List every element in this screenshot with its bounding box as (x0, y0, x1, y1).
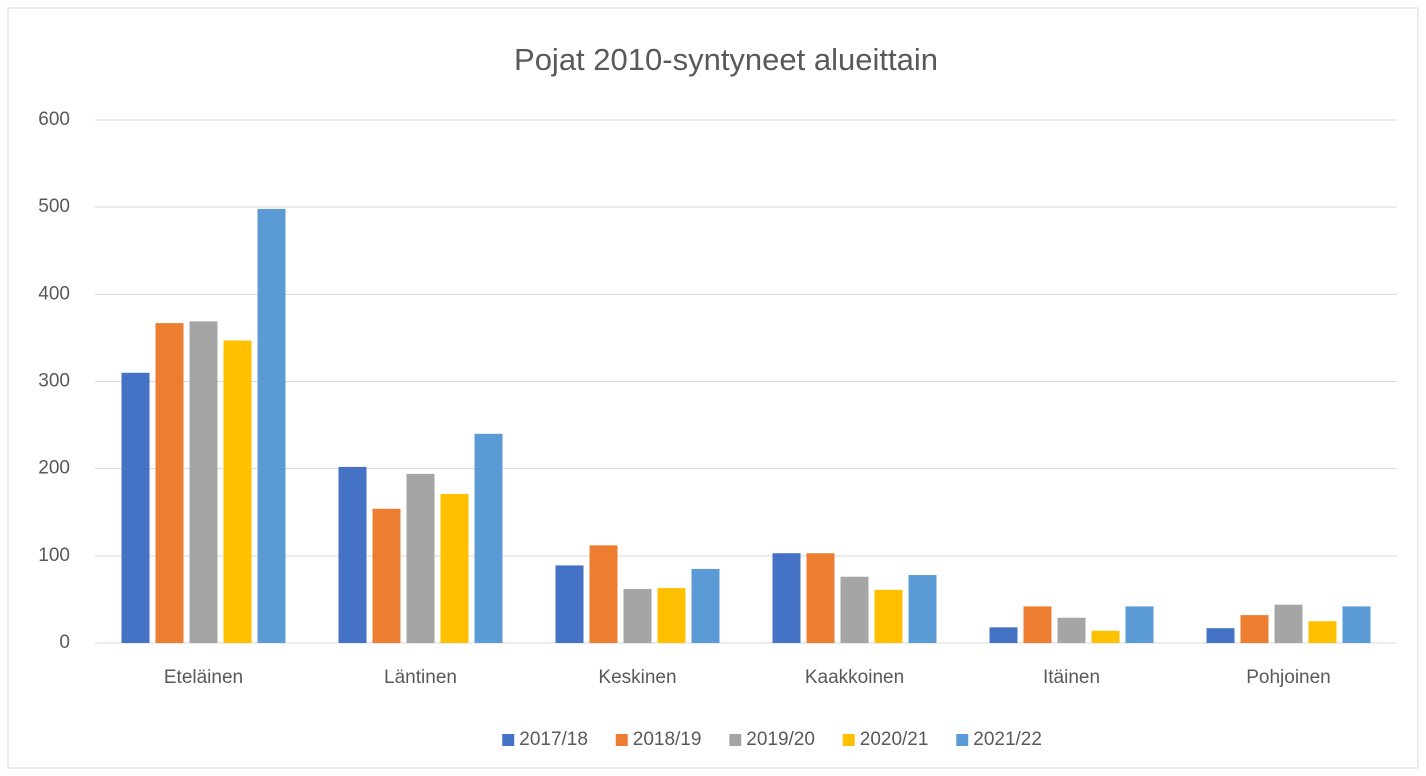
bar (1240, 615, 1269, 643)
bar (989, 627, 1018, 643)
chart-border (7, 7, 1419, 769)
y-tick-label: 0 (59, 632, 70, 653)
y-tick-label: 200 (38, 458, 70, 479)
legend-swatch (956, 734, 969, 746)
x-tick-label: Eteläinen (164, 667, 243, 688)
bar (589, 545, 618, 643)
bar (474, 433, 503, 643)
bar (806, 553, 835, 643)
x-tick-label: Kaakkoinen (805, 667, 904, 688)
bar (223, 340, 252, 643)
x-tick-label: Keskinen (598, 667, 676, 688)
bar (1308, 621, 1337, 643)
y-tick-label: 400 (38, 283, 70, 304)
legend-swatch (842, 734, 855, 746)
bar (406, 473, 435, 643)
bar (372, 508, 401, 643)
bar (1125, 606, 1154, 643)
bar (1274, 604, 1303, 643)
x-tick-label: Läntinen (384, 667, 457, 688)
x-tick-label: Itäinen (1043, 667, 1100, 688)
legend-label: 2018/19 (633, 729, 702, 750)
bar (1342, 606, 1371, 643)
bar (1091, 630, 1120, 643)
bar (908, 575, 937, 643)
bar (772, 553, 801, 643)
bar (1206, 628, 1235, 643)
bar (155, 323, 184, 643)
bar (840, 576, 869, 643)
bar (440, 493, 469, 643)
legend-swatch (615, 734, 628, 746)
bar (121, 372, 150, 643)
legend-label: 2019/20 (746, 729, 815, 750)
legend-label: 2017/18 (519, 729, 588, 750)
y-tick-label: 600 (38, 109, 70, 130)
bar (657, 588, 686, 643)
bar (189, 321, 218, 643)
legend-swatch (729, 734, 742, 746)
legend-label: 2020/21 (860, 729, 929, 750)
y-tick-label: 500 (38, 196, 70, 217)
chart-title: Pojat 2010-syntyneet alueittain (514, 42, 938, 77)
x-tick-label: Pohjoinen (1246, 667, 1331, 688)
y-tick-label: 100 (38, 545, 70, 566)
y-tick-label: 300 (38, 371, 70, 392)
bar (257, 208, 286, 643)
legend-label: 2021/22 (973, 729, 1042, 750)
bar (555, 565, 584, 643)
bar (691, 568, 720, 643)
bar (338, 466, 367, 643)
bar (874, 589, 903, 643)
bar (1023, 606, 1052, 643)
bar (1057, 617, 1086, 643)
bar (623, 588, 652, 643)
legend-swatch (502, 734, 515, 746)
